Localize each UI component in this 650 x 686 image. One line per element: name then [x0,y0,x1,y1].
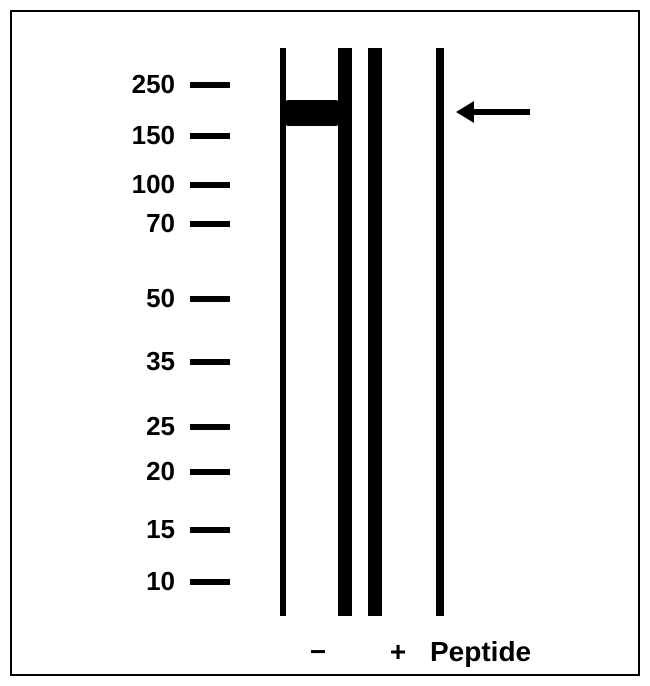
mw-label: 100 [95,169,175,200]
lane-edge [280,48,286,616]
lane-label-peptide: Peptide [430,636,531,668]
mw-tick [190,527,230,533]
mw-tick [190,296,230,302]
arrow-shaft [470,109,530,115]
mw-label: 70 [95,208,175,239]
mw-label: 150 [95,120,175,151]
lane-edge [436,48,444,616]
mw-tick [190,82,230,88]
mw-label: 250 [95,69,175,100]
mw-tick [190,182,230,188]
mw-tick [190,133,230,139]
arrow-head-icon [456,101,474,123]
mw-tick [190,579,230,585]
lane-label-plus: + [378,636,418,668]
mw-label: 25 [95,411,175,442]
lane-edge [368,48,382,616]
mw-tick [190,424,230,430]
mw-tick [190,359,230,365]
mw-tick [190,221,230,227]
mw-label: 35 [95,346,175,377]
mw-label: 20 [95,456,175,487]
mw-tick [190,469,230,475]
lane-edge [338,48,352,616]
mw-label: 10 [95,566,175,597]
protein-band [286,100,338,126]
mw-label: 50 [95,283,175,314]
mw-label: 15 [95,514,175,545]
lane-label-minus: − [298,636,338,668]
